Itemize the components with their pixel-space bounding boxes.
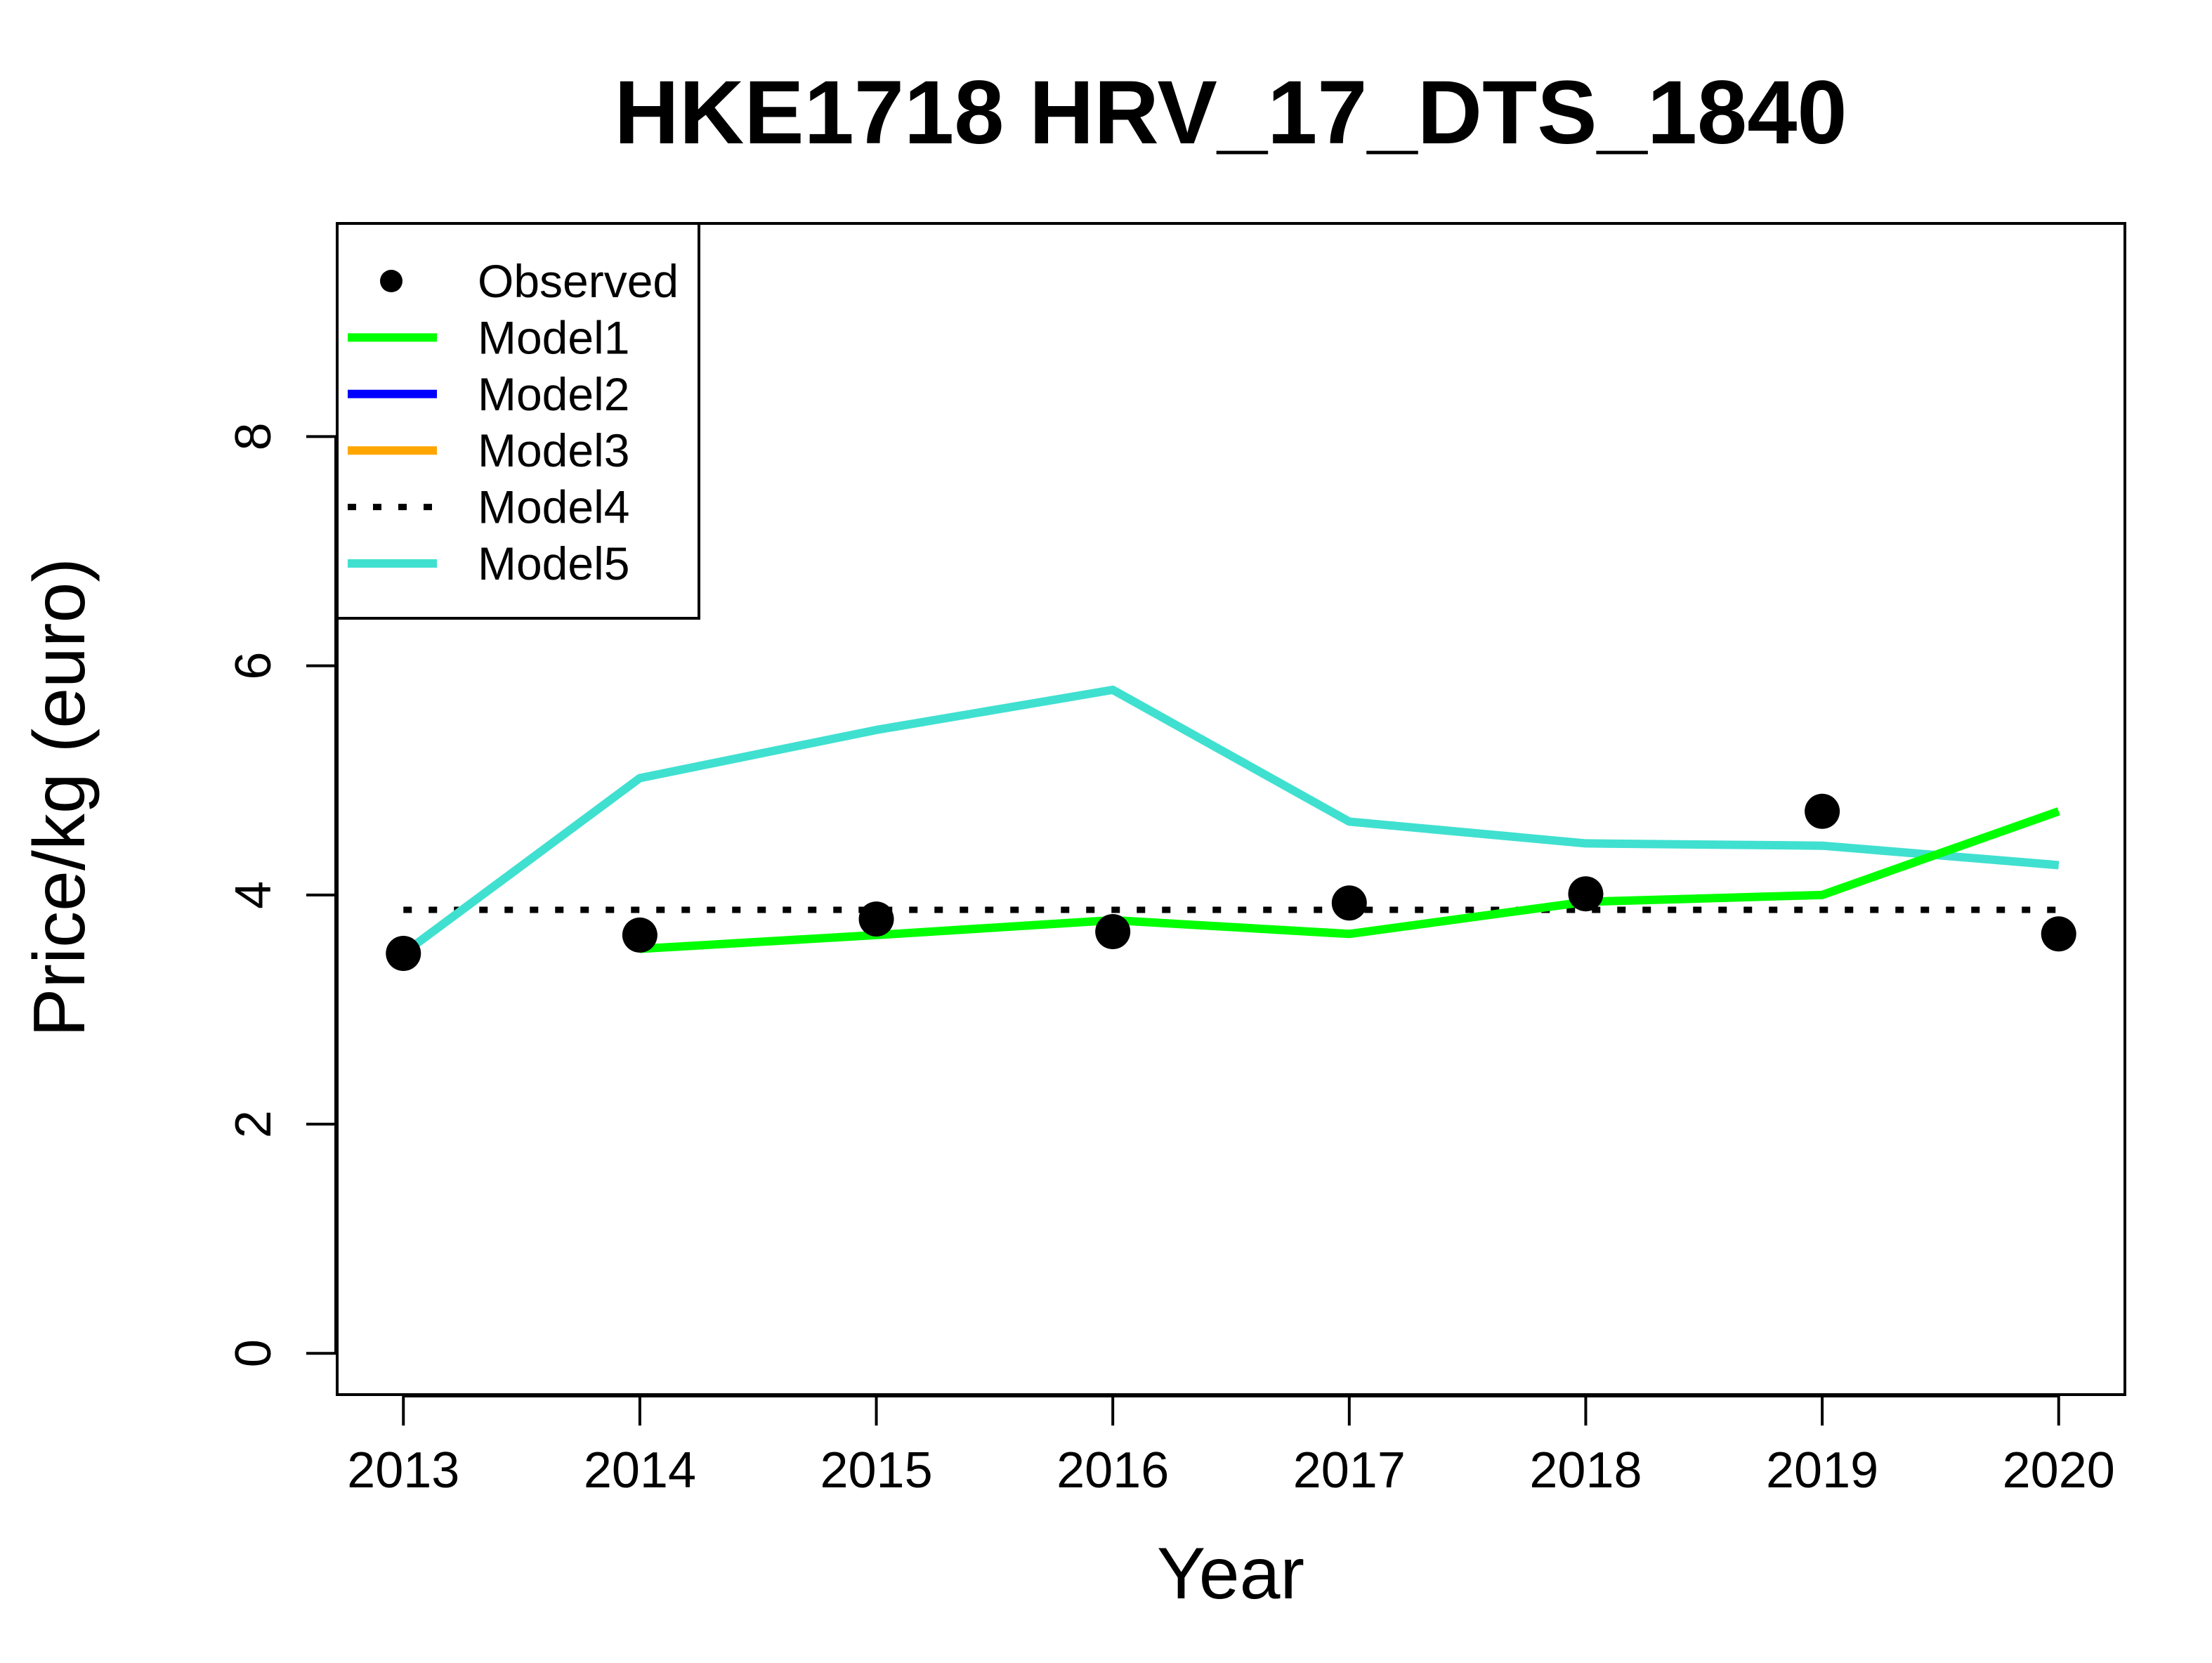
y-tick-label: 2 xyxy=(225,1110,282,1138)
x-tick-label: 2019 xyxy=(1766,1442,1878,1499)
x-tick-label: 2018 xyxy=(1529,1442,1642,1499)
x-tick-label: 2020 xyxy=(2003,1442,2115,1499)
observed-point xyxy=(386,936,421,972)
legend-label-model3: Model3 xyxy=(478,424,629,476)
x-tick-label: 2017 xyxy=(1293,1442,1406,1499)
observed-point xyxy=(1095,914,1131,950)
y-tick-label: 4 xyxy=(225,881,282,909)
x-tick-label: 2013 xyxy=(347,1442,459,1499)
legend-label-model2: Model2 xyxy=(478,368,629,420)
observed-point xyxy=(1331,885,1367,921)
observed-point xyxy=(622,917,657,953)
legend-label-model4: Model4 xyxy=(478,481,629,533)
legend-label-observed: Observed xyxy=(478,255,679,307)
y-axis: 0 2 4 6 8 xyxy=(225,422,337,1367)
x-axis-label: Year xyxy=(1157,1533,1304,1615)
model5-line xyxy=(400,685,2060,957)
y-axis-label: Price/kg (euro) xyxy=(19,558,100,1037)
x-tick-label: 2014 xyxy=(584,1442,696,1499)
chart-title: HKE1718 HRV_17_DTS_1840 xyxy=(614,63,1847,163)
legend-label-model5: Model5 xyxy=(478,537,629,589)
y-tick-label: 6 xyxy=(225,652,282,680)
y-tick-label: 8 xyxy=(225,422,282,450)
observed-point xyxy=(858,901,894,937)
y-tick-label: 0 xyxy=(225,1339,282,1367)
legend-label-model1: Model1 xyxy=(478,311,629,363)
x-tick-label: 2015 xyxy=(820,1442,932,1499)
legend-symbol-observed xyxy=(380,270,403,292)
series-layer xyxy=(386,685,2076,972)
observed-point xyxy=(1805,793,1840,829)
x-tick-label: 2016 xyxy=(1056,1442,1169,1499)
observed-point xyxy=(1568,876,1604,912)
x-axis: 2013 2014 2015 2016 2017 2018 2019 2020 xyxy=(347,1395,2115,1499)
observed-point xyxy=(2041,916,2076,952)
